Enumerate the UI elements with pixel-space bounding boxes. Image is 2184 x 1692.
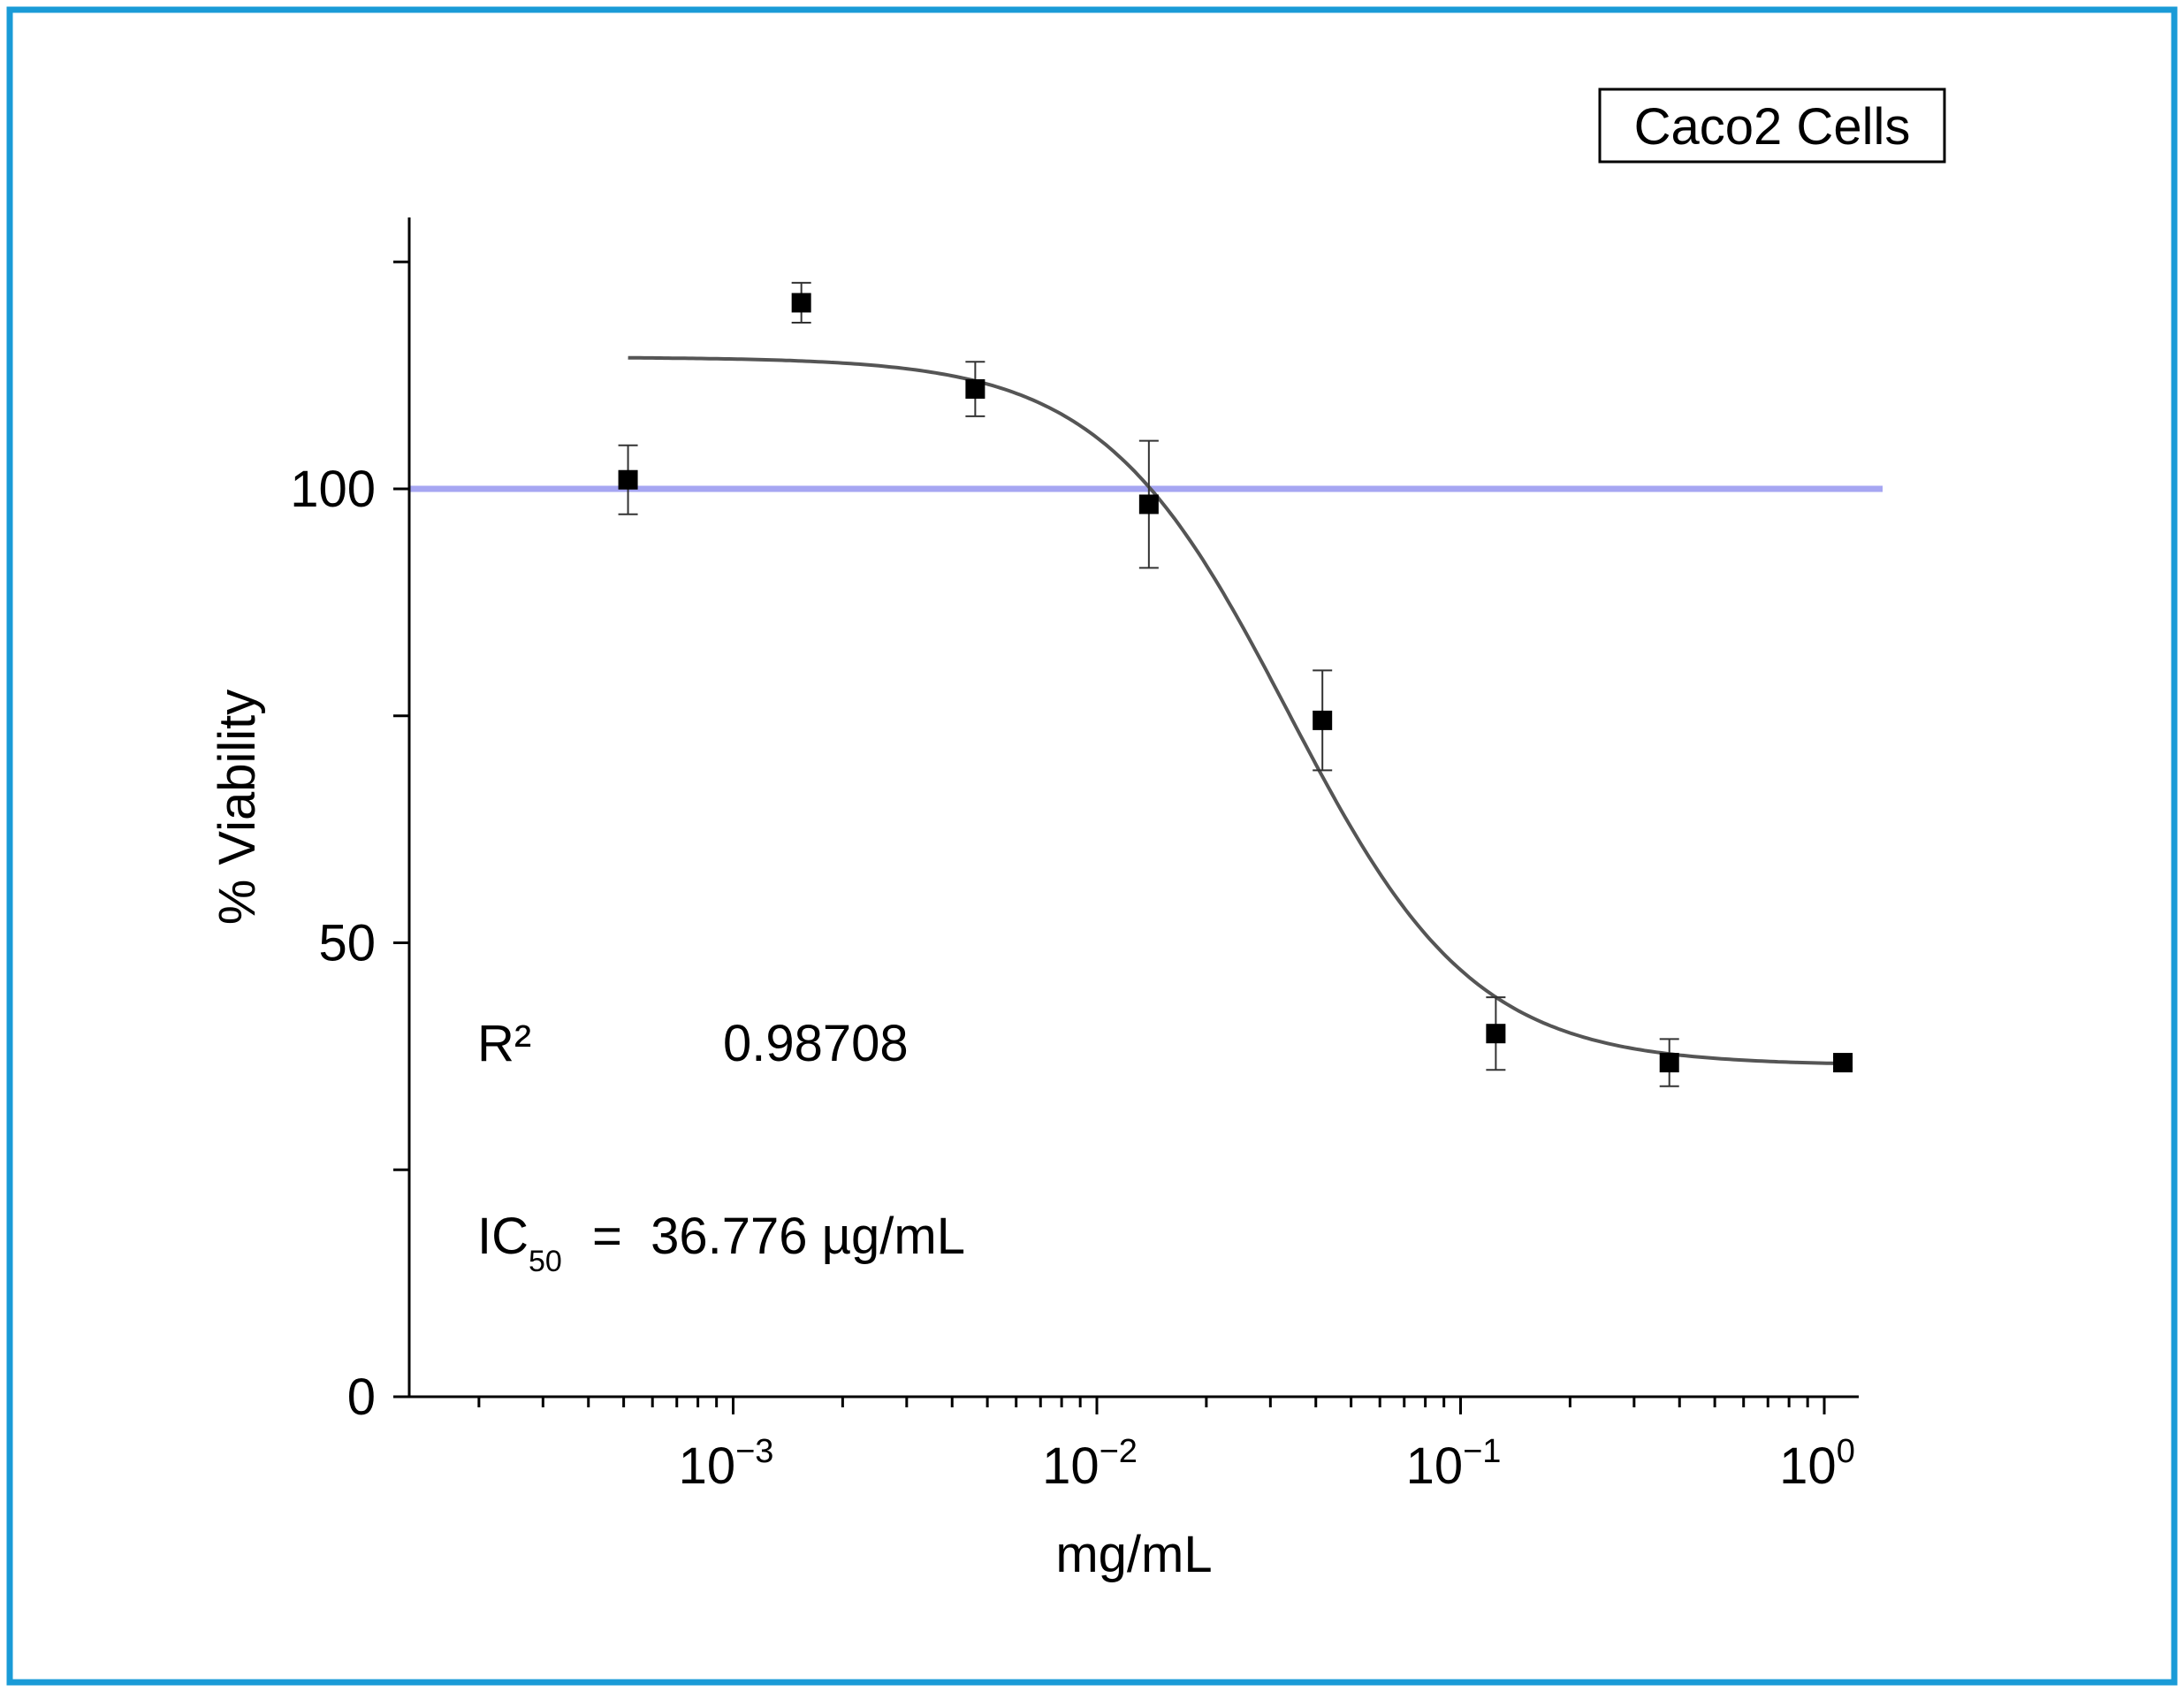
fit-curve bbox=[628, 355, 1844, 1066]
ic50-subscript: 50 bbox=[529, 1245, 562, 1278]
x-tick-exponent: 0 bbox=[1837, 1433, 1855, 1470]
x-tick-base: 10 bbox=[1406, 1437, 1464, 1495]
x-tick-label: 10−3 bbox=[679, 1433, 774, 1495]
legend-box bbox=[1598, 88, 1946, 164]
x-tick-base: 10 bbox=[1042, 1437, 1100, 1495]
y-axis-title: % Viability bbox=[209, 690, 266, 926]
data-point bbox=[1486, 1024, 1506, 1044]
data-point bbox=[1833, 1053, 1853, 1073]
data-point bbox=[1659, 1053, 1679, 1073]
fit-curve-group bbox=[628, 355, 1844, 1066]
x-tick-label: 100 bbox=[1779, 1433, 1855, 1495]
ic50-prefix: IC bbox=[477, 1208, 529, 1265]
r-squared-label: R² bbox=[477, 1015, 531, 1072]
x-tick-base: 10 bbox=[679, 1437, 736, 1495]
x-tick-exponent: −1 bbox=[1463, 1433, 1501, 1470]
ic50-label: IC50 bbox=[477, 1208, 562, 1278]
axes bbox=[407, 217, 1859, 1399]
data-points bbox=[618, 293, 1853, 1073]
data-point bbox=[791, 293, 811, 313]
y-tick-label: 100 bbox=[290, 461, 376, 518]
x-tick-label: 10−1 bbox=[1406, 1433, 1502, 1495]
data-point bbox=[1313, 710, 1333, 730]
x-tick-exponent: −3 bbox=[735, 1433, 773, 1470]
x-ticks: 10−3 10−2 10−1 100 bbox=[477, 1397, 1855, 1495]
error-bars bbox=[618, 281, 1853, 1087]
figure-frame bbox=[6, 6, 2178, 1686]
data-point bbox=[1138, 494, 1159, 514]
data-point bbox=[965, 379, 985, 400]
r-squared-value: 0.98708 bbox=[723, 1015, 909, 1072]
ic50-value: = 36.776 µg/mL bbox=[592, 1208, 965, 1265]
y-tick-label: 50 bbox=[318, 915, 376, 972]
data-point bbox=[618, 469, 638, 490]
y-ticks: 0 50 100 bbox=[290, 260, 409, 1426]
legend-label: Caco2 Cells bbox=[1634, 98, 1911, 156]
x-axis-title: mg/mL bbox=[1055, 1526, 1212, 1583]
x-tick-exponent: −2 bbox=[1100, 1433, 1138, 1470]
x-tick-base: 10 bbox=[1779, 1437, 1837, 1495]
y-tick-label: 0 bbox=[347, 1368, 376, 1426]
x-tick-label: 10−2 bbox=[1042, 1433, 1138, 1495]
